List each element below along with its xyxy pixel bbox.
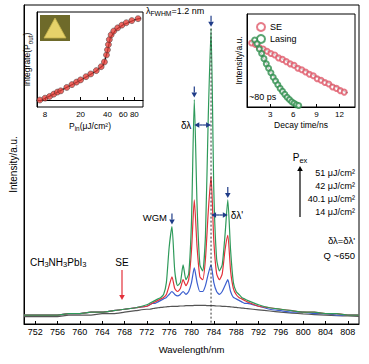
svg-text:40.1 μJ/cm²: 40.1 μJ/cm² — [308, 194, 355, 204]
svg-text:80: 80 — [130, 110, 139, 119]
svg-text:752: 752 — [28, 327, 43, 337]
svg-text:792: 792 — [251, 327, 266, 337]
svg-text:768: 768 — [117, 327, 132, 337]
svg-text:42 μJ/cm²: 42 μJ/cm² — [315, 181, 355, 191]
svg-text:760: 760 — [72, 327, 87, 337]
svg-text:Integrate(P: Integrate(P — [22, 44, 32, 86]
svg-text:FWHM: FWHM — [151, 10, 172, 17]
svg-text:δλ': δλ' — [231, 210, 243, 221]
svg-text:Intensity/a.u.: Intensity/a.u. — [234, 36, 244, 84]
svg-text:~80 ps: ~80 ps — [249, 92, 277, 102]
svg-text:3: 3 — [82, 260, 86, 269]
svg-text:3: 3 — [44, 260, 49, 269]
svg-text:3: 3 — [63, 260, 68, 269]
svg-text:P: P — [292, 152, 300, 163]
svg-text:(μJ/cm²): (μJ/cm²) — [80, 121, 112, 131]
svg-text:): ) — [22, 32, 32, 35]
svg-text:NH: NH — [49, 257, 63, 268]
svg-text:60: 60 — [119, 110, 128, 119]
svg-text:40: 40 — [103, 110, 112, 119]
svg-text:Decay time/ns: Decay time/ns — [274, 120, 328, 130]
svg-text:776: 776 — [162, 327, 177, 337]
svg-text:800: 800 — [296, 327, 311, 337]
svg-text:784: 784 — [206, 327, 221, 337]
svg-text:SE: SE — [115, 257, 129, 268]
svg-text:Wavelength/nm: Wavelength/nm — [159, 344, 225, 355]
svg-text:Lasing: Lasing — [270, 34, 297, 44]
svg-text:8: 8 — [43, 110, 48, 119]
svg-text:20: 20 — [76, 110, 85, 119]
svg-text:ex: ex — [299, 156, 307, 165]
svg-text:Q ~650: Q ~650 — [324, 250, 355, 261]
svg-text:δλ=δλ': δλ=δλ' — [328, 235, 355, 246]
svg-text:Intensity/a.u.: Intensity/a.u. — [8, 136, 19, 193]
svg-text:=1.2 nm: =1.2 nm — [171, 6, 204, 16]
svg-text:772: 772 — [139, 327, 154, 337]
svg-text:804: 804 — [318, 327, 333, 337]
svg-text:WGM: WGM — [143, 212, 167, 223]
svg-text:764: 764 — [95, 327, 110, 337]
svg-text:808: 808 — [340, 327, 355, 337]
svg-text:51 μJ/cm²: 51 μJ/cm² — [315, 168, 355, 178]
svg-text:λ: λ — [146, 5, 151, 16]
svg-text:796: 796 — [273, 327, 288, 337]
svg-text:9: 9 — [314, 110, 319, 119]
svg-text:out: out — [27, 35, 34, 44]
svg-text:PbI: PbI — [67, 257, 82, 268]
svg-text:756: 756 — [50, 327, 65, 337]
svg-text:δλ: δλ — [181, 120, 191, 131]
svg-text:6: 6 — [291, 110, 296, 119]
svg-text:CH: CH — [30, 257, 44, 268]
svg-text:14 μJ/cm²: 14 μJ/cm² — [315, 207, 355, 217]
svg-text:SE: SE — [270, 22, 282, 32]
html-text:Pin: Pin — [69, 120, 80, 132]
svg-text:3: 3 — [268, 110, 273, 119]
svg-text:788: 788 — [229, 327, 244, 337]
svg-text:12: 12 — [335, 110, 344, 119]
svg-text:780: 780 — [184, 327, 199, 337]
